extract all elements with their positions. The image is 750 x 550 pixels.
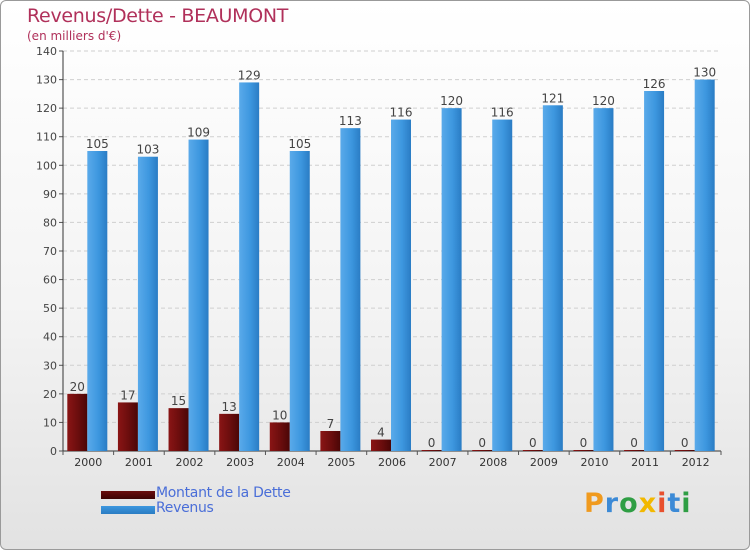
bar-revenue (542, 105, 563, 452)
y-tick-label: 40 (43, 331, 57, 344)
bar-revenue (289, 151, 310, 451)
data-label-revenue: 103 (136, 143, 159, 157)
y-tick-label: 140 (36, 45, 57, 58)
data-label-revenue: 116 (491, 106, 514, 120)
logo-letter: i (681, 488, 692, 519)
data-label-debt: 0 (630, 436, 638, 450)
data-label-debt: 4 (377, 426, 385, 440)
data-label-revenue: 121 (541, 91, 564, 105)
y-tick-label: 130 (36, 74, 57, 87)
data-label-revenue: 129 (238, 68, 261, 82)
x-tick-label: 2010 (580, 456, 608, 469)
bar-debt (371, 439, 391, 451)
bar-debt (168, 408, 189, 451)
y-tick-label: 80 (43, 216, 57, 229)
bar-debt (67, 393, 88, 451)
bar-revenue (644, 91, 665, 451)
x-tick-label: 2000 (74, 456, 102, 469)
data-label-debt: 13 (222, 400, 237, 414)
bar-revenue (188, 139, 209, 452)
legend-swatch-debt (101, 491, 155, 499)
bar-debt (472, 450, 493, 451)
data-label-revenue: 116 (390, 106, 413, 120)
x-tick-label: 2009 (530, 456, 558, 469)
y-tick-label: 10 (43, 416, 57, 429)
y-tick-label: 60 (43, 274, 57, 287)
data-label-debt: 17 (120, 388, 135, 402)
data-label-revenue: 109 (187, 126, 210, 140)
chart-subtitle: (en milliers d'€) (27, 29, 122, 43)
data-label-debt: 0 (681, 436, 689, 450)
bar-debt (522, 450, 543, 451)
legend-swatch-revenue (101, 506, 155, 514)
bar-revenue (694, 79, 715, 452)
bar-debt (573, 450, 594, 451)
proxiti-logo: Proxiti (584, 488, 692, 519)
x-tick-label: 2011 (631, 456, 659, 469)
y-tick-label: 70 (43, 245, 57, 258)
data-label-debt: 10 (272, 408, 287, 422)
data-label-revenue: 105 (86, 137, 109, 151)
data-label-revenue: 105 (288, 137, 311, 151)
bar-revenue (137, 156, 158, 451)
y-tick-label: 20 (43, 388, 57, 401)
data-label-debt: 0 (478, 436, 486, 450)
bar-debt (117, 402, 138, 451)
legend-label-debt: Montant de la Dette (156, 485, 291, 501)
logo-letter: i (657, 488, 668, 519)
bar-debt (219, 413, 240, 451)
y-tick-label: 120 (36, 102, 57, 115)
y-tick-label: 110 (36, 131, 57, 144)
x-tick-label: 2012 (682, 456, 710, 469)
bar-revenue (239, 82, 260, 451)
data-label-debt: 0 (580, 436, 588, 450)
bar-revenue (492, 119, 513, 452)
y-tick-label: 90 (43, 188, 57, 201)
data-label-revenue: 120 (592, 94, 615, 108)
data-label-revenue: 113 (339, 114, 362, 128)
data-label-debt: 7 (327, 417, 335, 431)
bar-debt (624, 450, 645, 451)
bar-revenue (593, 108, 614, 452)
x-tick-label: 2002 (176, 456, 204, 469)
bar-revenue (340, 128, 361, 451)
logo-letter: P (584, 488, 605, 519)
x-tick-label: 2008 (479, 456, 507, 469)
data-label-debt: 0 (428, 436, 436, 450)
data-label-revenue: 126 (643, 77, 666, 91)
bar-debt (269, 422, 290, 451)
y-tick-label: 30 (43, 359, 57, 372)
x-tick-label: 2003 (226, 456, 254, 469)
logo-letter: r (604, 488, 620, 519)
logo-letter: t (667, 488, 682, 519)
bar-revenue (441, 108, 462, 452)
x-tick-label: 2006 (378, 456, 406, 469)
x-tick-label: 2007 (429, 456, 457, 469)
logo-letter: x (638, 488, 658, 519)
data-label-debt: 20 (70, 380, 85, 394)
data-label-revenue: 120 (440, 94, 463, 108)
bar-debt (421, 450, 442, 451)
legend-label-revenue: Revenus (156, 500, 214, 516)
y-tick-label: 50 (43, 302, 57, 315)
bar-debt (674, 450, 695, 451)
y-tick-label: 0 (50, 445, 57, 458)
chart-title: Revenus/Dette - BEAUMONT (27, 5, 289, 27)
x-tick-label: 2005 (327, 456, 355, 469)
data-label-debt: 15 (171, 394, 186, 408)
x-tick-label: 2004 (277, 456, 305, 469)
data-label-debt: 0 (529, 436, 537, 450)
data-label-revenue: 130 (693, 66, 716, 80)
logo-letter: o (619, 488, 639, 519)
bar-debt (320, 431, 341, 451)
bar-revenue (87, 151, 108, 451)
y-tick-label: 100 (36, 159, 57, 172)
x-tick-label: 2001 (125, 456, 153, 469)
bar-revenue (391, 119, 411, 452)
